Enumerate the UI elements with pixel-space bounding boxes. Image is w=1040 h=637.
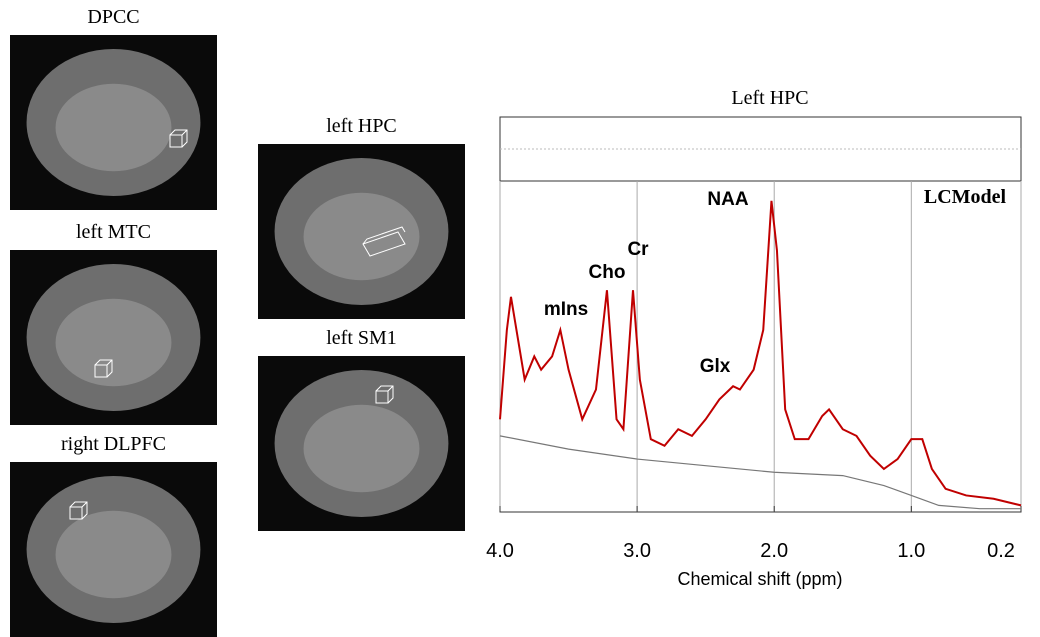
x-axis-label: Chemical shift (ppm): [677, 569, 842, 589]
peak-label: Cho: [589, 262, 626, 283]
peak-label: LCModel: [924, 186, 1007, 208]
panel-label: left SM1: [326, 327, 397, 349]
voxel: [69, 501, 88, 520]
brain-inner: [303, 404, 420, 493]
peak-label: mIns: [544, 299, 588, 320]
panel-label: right DLPFC: [61, 433, 166, 455]
brain-inner: [55, 298, 172, 387]
brain-inner: [55, 510, 172, 599]
brain-inner: [55, 83, 172, 172]
panel-label: left MTC: [76, 221, 151, 243]
spectrum-line: [499, 435, 1021, 510]
voxel: [362, 226, 406, 257]
panel-label: DPCC: [87, 6, 139, 28]
voxel: [94, 359, 113, 378]
peak-label: NAA: [707, 189, 748, 210]
peak-label: Glx: [700, 356, 731, 377]
spectrum-line: [499, 200, 1022, 507]
voxel: [375, 385, 394, 404]
brain-inner: [303, 192, 420, 281]
panel-label: left HPC: [326, 115, 397, 137]
x-tick-label: 2.0: [760, 540, 788, 562]
peak-label: Cr: [627, 239, 649, 260]
x-tick-label: 3.0: [623, 540, 651, 562]
voxel: [169, 129, 188, 148]
chart-title: Left HPC: [731, 87, 808, 109]
x-tick-label: 1.0: [897, 540, 925, 562]
x-tick-label: 4.0: [486, 540, 514, 562]
x-tick-label: 0.2: [987, 540, 1015, 562]
